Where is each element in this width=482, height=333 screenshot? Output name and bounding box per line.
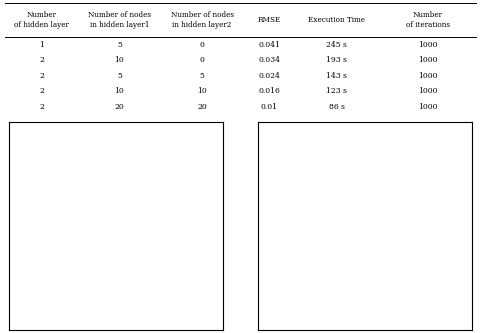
Text: 0.01: 0.01: [261, 103, 278, 111]
Text: 10: 10: [197, 88, 207, 96]
Text: 1000: 1000: [418, 103, 437, 111]
Text: 0.034: 0.034: [258, 56, 281, 64]
Text: 1000: 1000: [418, 72, 437, 80]
Text: Number
of iterations: Number of iterations: [405, 11, 450, 29]
Text: 2: 2: [39, 56, 44, 64]
Text: 5: 5: [117, 72, 122, 80]
Text: Execution Time: Execution Time: [308, 16, 365, 24]
Text: 2: 2: [39, 103, 44, 111]
Text: 10: 10: [115, 56, 124, 64]
Text: 123 s: 123 s: [326, 88, 347, 96]
Text: Number of nodes
in hidden layer1: Number of nodes in hidden layer1: [88, 11, 151, 29]
Text: 0: 0: [200, 56, 204, 64]
Text: 0.041: 0.041: [258, 41, 280, 49]
Text: RMSE: RMSE: [258, 16, 281, 24]
Text: 20: 20: [115, 103, 124, 111]
Text: 1000: 1000: [418, 41, 437, 49]
Text: 10: 10: [115, 88, 124, 96]
Text: 1000: 1000: [418, 88, 437, 96]
Text: 20: 20: [197, 103, 207, 111]
Text: 245 s: 245 s: [326, 41, 347, 49]
Text: 0.016: 0.016: [258, 88, 280, 96]
Text: 86 s: 86 s: [329, 103, 345, 111]
Text: Number
of hidden layer: Number of hidden layer: [14, 11, 69, 29]
Text: Number of nodes
in hidden layer2: Number of nodes in hidden layer2: [171, 11, 234, 29]
Text: 193 s: 193 s: [326, 56, 347, 64]
Text: 0.024: 0.024: [258, 72, 280, 80]
Text: 1: 1: [39, 41, 44, 49]
Text: 5: 5: [117, 41, 122, 49]
Text: 0: 0: [200, 41, 204, 49]
Text: 5: 5: [200, 72, 204, 80]
Text: 143 s: 143 s: [326, 72, 347, 80]
Text: 2: 2: [39, 72, 44, 80]
Text: 1000: 1000: [418, 56, 437, 64]
Text: 2: 2: [39, 88, 44, 96]
